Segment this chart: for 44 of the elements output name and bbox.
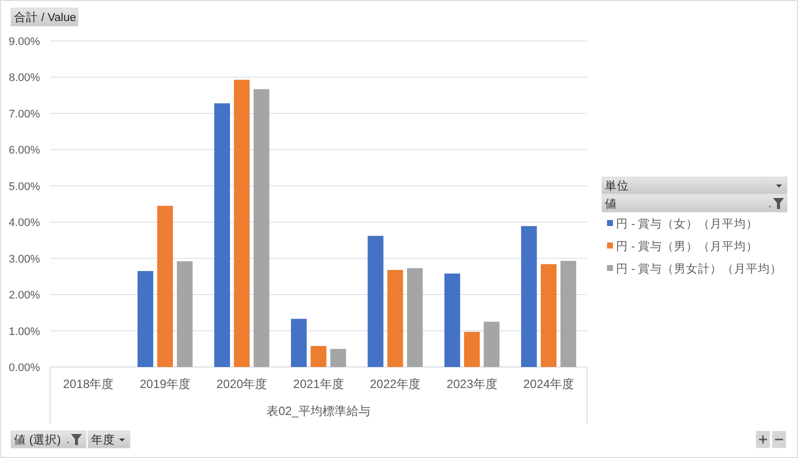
x-axis-title: 表02_平均標準給与 bbox=[266, 404, 371, 418]
y-tick-label: 4.00% bbox=[8, 217, 40, 230]
bar bbox=[407, 268, 423, 367]
bar bbox=[560, 260, 576, 367]
y-tick-label: 8.00% bbox=[8, 72, 40, 84]
x-tick-label: 2018年度 bbox=[63, 377, 114, 391]
legend-label: 円 - 賞与（女）（月平均） bbox=[616, 218, 758, 230]
y-tick-label: 3.00% bbox=[8, 253, 40, 266]
bar bbox=[176, 261, 193, 367]
y-tick-label: 1.00% bbox=[8, 326, 40, 338]
bar bbox=[138, 271, 154, 367]
bar bbox=[540, 264, 557, 367]
bar bbox=[484, 322, 500, 367]
x-tick-label: 2021年度 bbox=[293, 377, 344, 391]
bar bbox=[444, 274, 460, 367]
y-tick-label: 2.00% bbox=[8, 290, 40, 302]
text: 年度 bbox=[91, 432, 115, 446]
x-tick-label: 2020年度 bbox=[216, 377, 268, 391]
text: 値 (選択) bbox=[14, 434, 62, 446]
bar bbox=[310, 346, 326, 367]
text: 値 bbox=[605, 198, 617, 210]
bar bbox=[254, 89, 270, 367]
bar bbox=[330, 348, 346, 367]
legend-label: 円 - 賞与（男）（月平均） bbox=[616, 240, 758, 253]
bar bbox=[387, 270, 404, 367]
bar bbox=[521, 226, 537, 367]
text: 合計 / Value bbox=[14, 10, 76, 24]
y-tick-label: 0.00% bbox=[8, 362, 40, 374]
y-tick-label: 9.00% bbox=[8, 36, 40, 48]
text: 単位 bbox=[605, 180, 629, 192]
bar bbox=[464, 332, 480, 367]
bar bbox=[290, 318, 307, 367]
x-tick-label: 2019年度 bbox=[140, 377, 190, 391]
x-tick-label: 2024年度 bbox=[523, 377, 574, 391]
bar bbox=[234, 80, 250, 367]
y-tick-label: 5.00% bbox=[8, 180, 40, 193]
bar bbox=[368, 236, 384, 367]
legend-label: 円 - 賞与（男女計）（月平均） bbox=[616, 262, 782, 276]
bar bbox=[157, 206, 173, 367]
bar bbox=[214, 103, 230, 367]
x-tick-label: 2022年度 bbox=[370, 377, 421, 391]
y-tick-label: 6.00% bbox=[8, 144, 40, 157]
y-tick-label: 7.00% bbox=[8, 108, 40, 120]
x-tick-label: 2023年度 bbox=[446, 377, 498, 391]
